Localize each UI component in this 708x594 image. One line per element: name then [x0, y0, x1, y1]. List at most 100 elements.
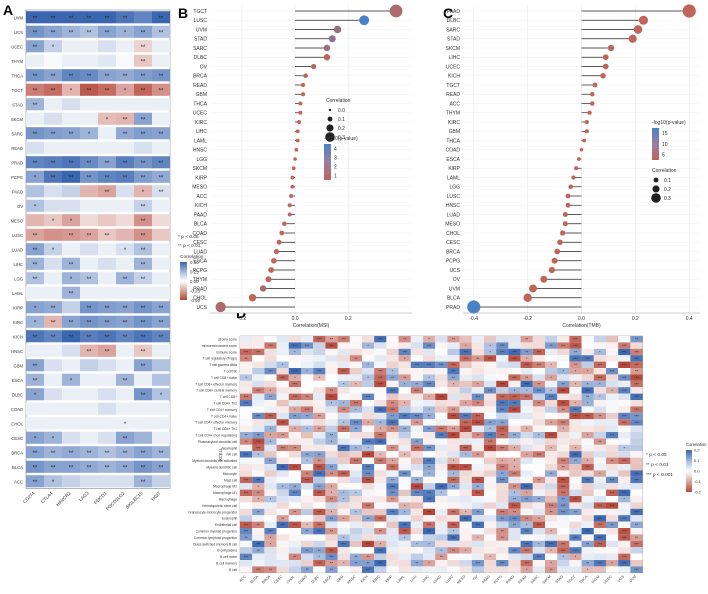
heat-cell — [606, 451, 619, 458]
heat-cell — [301, 444, 314, 452]
significance-mark: * — [258, 453, 260, 457]
lollipop-dot — [576, 157, 581, 161]
significance-mark: *** — [573, 408, 578, 412]
heat-cell — [44, 25, 62, 38]
heat-cell — [557, 496, 570, 503]
significance-mark: ** — [159, 190, 164, 196]
heat-cell — [313, 521, 326, 528]
heat-cell — [44, 11, 62, 24]
heat-cell — [618, 457, 631, 464]
heat-cell — [313, 508, 326, 516]
heat-cell — [593, 508, 606, 516]
significance-mark: * — [355, 446, 357, 450]
heat-cell — [520, 451, 533, 458]
heat-cell — [447, 502, 460, 509]
heat-cell — [606, 553, 619, 560]
heat-cell — [569, 336, 582, 343]
heat-cell — [447, 355, 460, 362]
significance-mark: *** — [244, 350, 249, 354]
row-label: PRAD — [11, 160, 23, 165]
heat-cell — [398, 489, 411, 496]
heat-cell — [301, 534, 314, 541]
heat-cell — [545, 508, 558, 516]
significance-mark: * — [343, 402, 345, 406]
heat-cell — [484, 515, 497, 522]
heat-cell — [484, 374, 497, 381]
heat-cell — [532, 374, 545, 381]
significance-mark: ** — [440, 555, 443, 559]
heat-cell — [593, 368, 606, 375]
significance-mark: * — [52, 45, 55, 51]
heat-cell — [152, 127, 170, 140]
heat-cell — [116, 388, 134, 401]
significance-mark: * — [34, 204, 37, 210]
heat-cell — [134, 344, 152, 357]
significance-mark: * — [331, 440, 333, 444]
heat-cell — [606, 540, 619, 548]
heat-cell — [630, 540, 643, 548]
heat-cell — [496, 528, 509, 535]
heat-cell — [532, 489, 545, 496]
heat-cell — [569, 470, 582, 477]
heat-cell — [288, 489, 301, 496]
significance-mark: *** — [488, 357, 493, 361]
significance-mark: *** — [524, 485, 529, 489]
heat-cell — [264, 566, 277, 573]
heat-cell — [337, 400, 350, 407]
heat-cell — [471, 508, 484, 516]
significance-mark: *** — [500, 344, 505, 348]
lollipop-dot — [333, 25, 342, 34]
significance-mark: *** — [305, 478, 310, 482]
heat-cell — [593, 348, 606, 356]
heat-cell — [435, 470, 448, 477]
category-label: LGG — [449, 185, 460, 191]
heat-cell — [423, 489, 436, 496]
heat-cell — [435, 483, 448, 490]
significance-mark: *** — [549, 434, 554, 438]
significance-mark: *** — [451, 363, 456, 367]
heat-cell — [374, 387, 387, 394]
category-label: TGCT — [193, 9, 207, 15]
heat-cell — [410, 515, 423, 522]
heat-cell — [618, 528, 631, 535]
heat-cell — [386, 451, 399, 458]
heat-cell — [545, 361, 558, 368]
heat-cell — [459, 528, 472, 535]
heat-cell — [545, 368, 558, 375]
heat-cell — [252, 515, 265, 522]
heat-cell — [325, 368, 338, 375]
significance-mark: *** — [390, 510, 395, 514]
heat-cell — [459, 387, 472, 394]
heat-cell — [349, 540, 362, 548]
heat-cell — [301, 540, 314, 548]
significance-mark: * — [355, 382, 357, 386]
heat-cell — [276, 432, 289, 439]
significance-note: * p < 0.05 — [646, 452, 667, 458]
heat-cell — [325, 336, 338, 343]
heat-cell — [496, 508, 509, 516]
lollipop-dot — [589, 91, 595, 97]
heat-cell — [264, 393, 277, 400]
heat-cell — [618, 566, 631, 573]
heat-cell — [520, 496, 533, 503]
heat-cell — [152, 141, 170, 154]
heat-cell — [471, 515, 484, 522]
significance-mark: ** — [330, 562, 333, 566]
significance-mark: *** — [293, 466, 298, 470]
significance-mark: ** — [245, 440, 248, 444]
heat-cell — [152, 214, 170, 227]
significance-mark: *** — [622, 350, 627, 354]
heat-cell — [410, 502, 423, 509]
category-label: KIRP — [448, 166, 460, 172]
column-label: LGG — [409, 575, 417, 583]
heat-cell — [593, 444, 606, 452]
lollipop-dot — [291, 166, 296, 171]
heat-cell — [459, 489, 472, 496]
significance-mark: *** — [524, 542, 529, 546]
heat-cell — [435, 355, 448, 362]
heat-cell — [459, 508, 472, 516]
heat-cell — [252, 521, 265, 528]
heat-cell — [152, 156, 170, 169]
category-label: CESC — [446, 240, 460, 246]
significance-mark: *** — [354, 459, 359, 463]
